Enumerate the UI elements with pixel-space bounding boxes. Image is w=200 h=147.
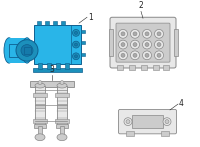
Ellipse shape	[23, 44, 27, 57]
Bar	[47, 63, 51, 69]
Bar	[35, 104, 45, 108]
Bar	[132, 115, 163, 128]
Bar	[81, 53, 85, 56]
Circle shape	[130, 40, 140, 49]
Ellipse shape	[35, 83, 45, 88]
Bar	[117, 65, 123, 70]
Text: 3: 3	[50, 65, 54, 74]
Bar	[109, 29, 113, 56]
Circle shape	[124, 118, 132, 126]
Circle shape	[121, 43, 125, 47]
Bar	[33, 68, 82, 72]
Circle shape	[133, 32, 137, 36]
Circle shape	[60, 81, 64, 85]
Circle shape	[72, 29, 80, 36]
Ellipse shape	[35, 134, 45, 141]
Bar	[56, 124, 68, 128]
Bar	[57, 86, 67, 125]
Bar	[126, 131, 134, 136]
Bar	[129, 65, 135, 70]
Text: 1: 1	[88, 13, 93, 22]
Ellipse shape	[57, 83, 67, 88]
Bar	[174, 29, 178, 56]
Circle shape	[118, 51, 128, 60]
Circle shape	[157, 53, 161, 57]
FancyBboxPatch shape	[118, 110, 177, 134]
Circle shape	[72, 41, 80, 48]
Bar	[81, 41, 85, 44]
FancyBboxPatch shape	[110, 17, 176, 68]
Circle shape	[21, 45, 33, 56]
Text: 4: 4	[179, 99, 184, 108]
Bar	[60, 126, 64, 137]
Bar	[30, 81, 74, 87]
Circle shape	[130, 51, 140, 60]
Bar	[141, 65, 147, 70]
Circle shape	[72, 53, 80, 60]
Bar	[33, 93, 47, 97]
FancyBboxPatch shape	[34, 25, 81, 64]
Bar	[38, 63, 42, 69]
FancyBboxPatch shape	[116, 23, 170, 62]
Bar	[57, 104, 67, 108]
Bar	[53, 21, 57, 25]
Ellipse shape	[8, 44, 10, 57]
Circle shape	[142, 51, 152, 60]
FancyBboxPatch shape	[22, 47, 29, 54]
Circle shape	[163, 118, 171, 126]
Circle shape	[74, 31, 78, 34]
Circle shape	[157, 32, 161, 36]
Circle shape	[157, 43, 161, 47]
Circle shape	[142, 29, 152, 38]
Bar	[45, 21, 49, 25]
Circle shape	[145, 32, 149, 36]
Circle shape	[133, 53, 137, 57]
Circle shape	[130, 29, 140, 38]
Circle shape	[126, 120, 130, 124]
Circle shape	[74, 55, 78, 58]
Circle shape	[154, 29, 164, 38]
Text: 2: 2	[139, 1, 143, 10]
Bar	[34, 124, 46, 128]
Bar	[65, 63, 69, 69]
Bar	[81, 30, 85, 33]
Bar	[9, 38, 27, 63]
Bar	[33, 119, 47, 123]
Bar	[163, 65, 169, 70]
FancyBboxPatch shape	[24, 47, 30, 54]
Bar	[61, 21, 65, 25]
Circle shape	[145, 43, 149, 47]
Bar	[56, 63, 60, 69]
Circle shape	[38, 81, 42, 85]
Bar	[161, 131, 169, 136]
Bar	[35, 86, 45, 125]
Circle shape	[165, 120, 169, 124]
Circle shape	[121, 53, 125, 57]
Bar	[55, 119, 69, 123]
Bar	[38, 126, 42, 137]
Bar	[37, 21, 41, 25]
Ellipse shape	[22, 38, 32, 63]
Circle shape	[118, 40, 128, 49]
Bar	[55, 93, 69, 97]
Circle shape	[142, 40, 152, 49]
Bar	[153, 65, 159, 70]
Bar	[9, 44, 27, 57]
Circle shape	[154, 40, 164, 49]
Circle shape	[133, 43, 137, 47]
Circle shape	[145, 53, 149, 57]
Circle shape	[16, 40, 38, 61]
Circle shape	[121, 32, 125, 36]
Circle shape	[118, 29, 128, 38]
Circle shape	[74, 43, 78, 46]
Ellipse shape	[57, 134, 67, 141]
Circle shape	[154, 51, 164, 60]
Ellipse shape	[4, 38, 14, 63]
